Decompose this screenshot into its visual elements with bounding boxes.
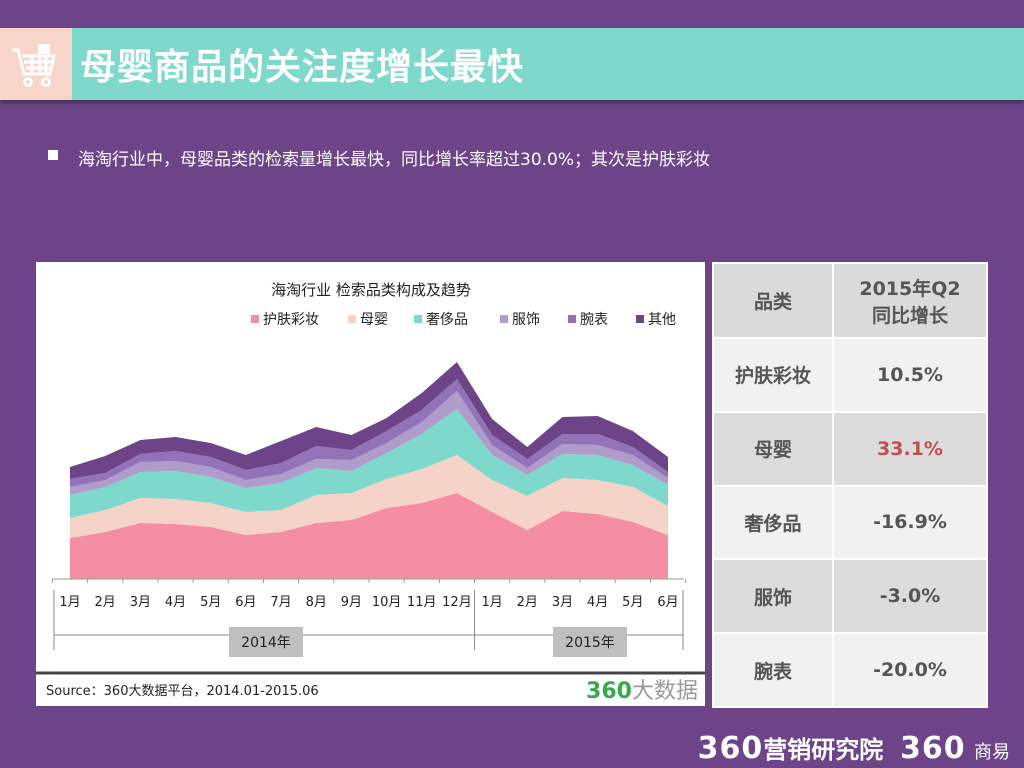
year-label-box	[553, 627, 627, 657]
legend-item: 母婴	[348, 312, 388, 328]
x-tick-label: 4月	[587, 595, 608, 610]
area-series-1	[70, 455, 668, 538]
table-row: 腕表 -20.0%	[712, 632, 988, 708]
category-cell: 奢侈品	[712, 484, 834, 561]
brand1-text: 营销研究院	[763, 736, 884, 764]
legend-label: 腕表	[580, 312, 608, 328]
table-row: 护肤彩妆 10.5%	[712, 337, 988, 413]
source-text: Source：360大数据平台，2014.01-2015.06	[46, 684, 319, 699]
legend-swatch	[414, 315, 422, 323]
legend-swatch	[500, 315, 508, 323]
area-series-3	[70, 391, 668, 495]
year-label-box	[229, 627, 303, 657]
category-cell: 护肤彩妆	[712, 337, 834, 413]
legend-swatch	[568, 315, 576, 323]
growth-cell: -20.0%	[832, 632, 988, 708]
legend-item: 腕表	[568, 312, 608, 328]
page-title: 母婴商品的关注度增长最快	[80, 47, 525, 88]
table-row: 奢侈品 -16.9%	[712, 484, 988, 561]
legend-swatch	[348, 315, 356, 323]
footer-brand: 360营销研究院 360 商易	[698, 730, 1010, 766]
bullet-icon	[48, 150, 58, 160]
category-cell: 腕表	[712, 632, 834, 708]
growth-cell: 10.5%	[832, 337, 988, 413]
growth-cell: 33.1%	[832, 410, 988, 487]
brand2-text: 商易	[974, 742, 1010, 763]
x-tick-label: 9月	[341, 595, 362, 610]
category-cell: 服饰	[712, 558, 834, 635]
x-tick-label: 7月	[270, 595, 291, 610]
legend-swatch	[251, 315, 259, 323]
x-tick-label: 2月	[95, 595, 116, 610]
x-tick-label: 4月	[165, 595, 186, 610]
table-row: 母婴 33.1%	[712, 410, 988, 487]
360-data-logo: 360大数据	[586, 679, 698, 704]
area-series-2	[70, 409, 668, 518]
header-growth: 2015年Q2 同比增长	[832, 262, 988, 339]
legend-label: 其他	[648, 312, 676, 328]
x-tick-label: 5月	[622, 595, 643, 610]
area-series-0	[70, 493, 668, 579]
area-series-4	[70, 379, 668, 487]
year-label: 2014年	[241, 635, 291, 651]
chart-panel: 海淘行业 检索品类构成及趋势 护肤彩妆 母婴 奢侈品 服饰 腕表 其他 1月 2月 3月 4月 5月…	[36, 262, 705, 706]
table-header-row: 品类 2015年Q2 同比增长	[712, 262, 988, 339]
growth-cell: -16.9%	[832, 484, 988, 561]
brand2-number: 360	[900, 731, 966, 766]
x-tick-label: 11月	[407, 595, 437, 610]
legend-label: 服饰	[512, 312, 540, 328]
legend-swatch	[636, 315, 644, 323]
x-tick-label: 3月	[552, 595, 573, 610]
x-tick-label: 3月	[130, 595, 151, 610]
legend-item: 护肤彩妆	[251, 312, 319, 328]
area-series-5	[70, 362, 668, 479]
x-tick-label: 12月	[442, 595, 472, 610]
year-label: 2015年	[565, 635, 615, 651]
table-row: 服饰 -3.0%	[712, 558, 988, 635]
growth-table: 品类 2015年Q2 同比增长 护肤彩妆 10.5% 母婴 33.1% 奢侈品 -16.9%…	[712, 262, 988, 708]
growth-cell: -3.0%	[832, 558, 988, 635]
title-bar: 母婴商品的关注度增长最快	[0, 28, 1024, 100]
shopping-cart-icon	[0, 28, 72, 100]
header-category: 品类	[712, 262, 834, 339]
x-tick-label: 8月	[306, 595, 327, 610]
legend-label: 母婴	[360, 312, 388, 328]
summary-text: 海淘行业中，母婴品类的检索量增长最快，同比增长率超过30.0%；其次是护肤彩妆	[78, 150, 711, 170]
legend-item: 服饰	[500, 312, 540, 328]
x-tick-label: 1月	[481, 595, 502, 610]
x-tick-label: 2月	[517, 595, 538, 610]
x-tick-label: 6月	[657, 595, 678, 610]
x-tick-label: 5月	[200, 595, 221, 610]
chart-title: 海淘行业 检索品类构成及趋势	[271, 281, 471, 299]
legend-label: 护肤彩妆	[263, 312, 319, 328]
legend-item: 其他	[636, 312, 676, 328]
x-tick-label: 1月	[59, 595, 80, 610]
x-tick-label: 10月	[372, 595, 402, 610]
area-chart: 海淘行业 检索品类构成及趋势 护肤彩妆 母婴 奢侈品 服饰 腕表 其他 1月 2月 3月 4月 5月…	[36, 281, 705, 704]
category-cell: 母婴	[712, 410, 834, 487]
legend-label: 奢侈品	[426, 312, 468, 328]
brand1-number: 360	[697, 731, 764, 766]
legend-item: 奢侈品	[414, 312, 468, 328]
x-tick-label: 6月	[235, 595, 256, 610]
